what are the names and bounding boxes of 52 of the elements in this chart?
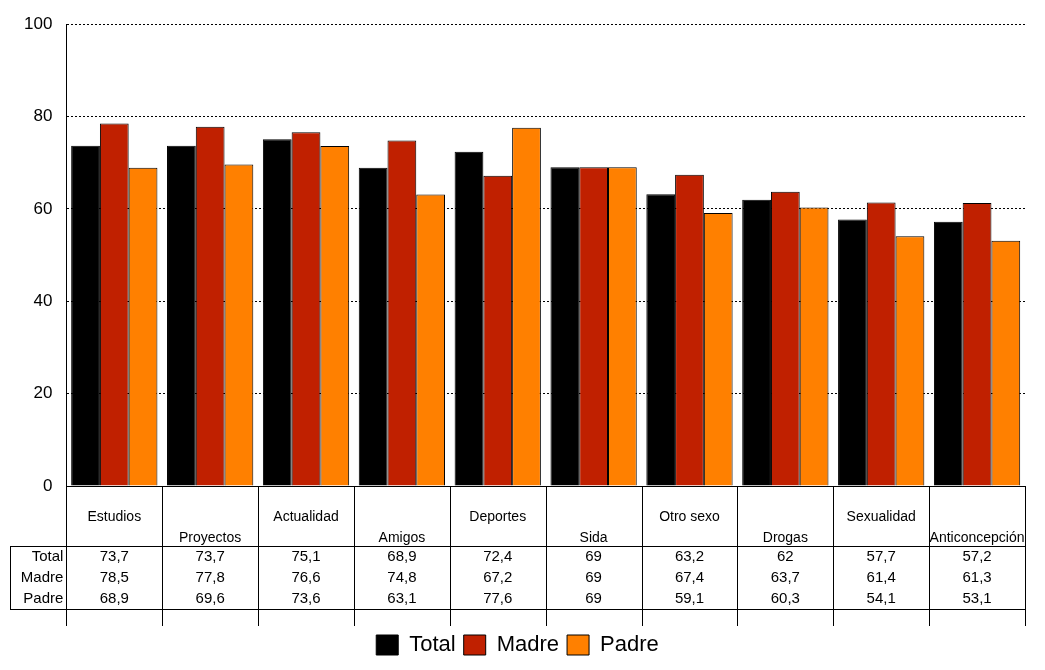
data-label: 73,6 — [291, 588, 321, 606]
data-label: 67,4 — [674, 567, 705, 585]
data-label: 69 — [585, 546, 602, 564]
data-label: 72,4 — [483, 546, 513, 564]
data-label: 63,7 — [770, 567, 800, 585]
x-tick-label: Deportes — [469, 507, 527, 524]
text: Padre — [23, 588, 64, 606]
y-tick-label: 100 — [23, 13, 53, 33]
data-label: 77,6 — [483, 588, 513, 606]
y-tick-label: 40 — [33, 290, 53, 310]
legend-label: Madre — [496, 631, 560, 657]
data-label: 57,2 — [962, 546, 992, 564]
data-label: 69 — [585, 567, 602, 585]
data-label: 59,1 — [674, 588, 705, 606]
data-label: 73,7 — [99, 546, 129, 564]
data-label: 75,1 — [291, 546, 321, 564]
x-tick-label: Otro sexo — [659, 507, 721, 524]
data-label: 74,8 — [387, 567, 417, 585]
data-label: 69 — [585, 588, 602, 606]
x-tick-label: Sexualidad — [846, 507, 916, 524]
data-label: 63,2 — [674, 546, 705, 564]
data-label: 63,1 — [387, 588, 417, 606]
x-tick-label: Actualidad — [273, 507, 339, 524]
data-label: 54,1 — [866, 588, 896, 606]
data-label: 76,6 — [291, 567, 321, 585]
data-label: 60,3 — [770, 588, 800, 606]
x-tick-label: Drogas — [762, 528, 808, 545]
data-label: 53,1 — [962, 588, 992, 606]
data-label: 61,4 — [866, 567, 896, 585]
x-tick-label: Anticoncepción — [929, 528, 1025, 545]
y-tick-label: 60 — [33, 198, 53, 218]
x-tick-label: Estudios — [87, 507, 142, 524]
text: Madre — [20, 567, 64, 585]
data-label: 78,5 — [99, 567, 129, 585]
data-label: 67,2 — [483, 567, 513, 585]
legend-label: Padre — [600, 631, 659, 657]
data-label: 62 — [777, 546, 794, 564]
data-label: 68,9 — [387, 546, 417, 564]
data-label: 68,9 — [99, 588, 129, 606]
x-tick-label: Sida — [579, 528, 608, 545]
legend-label: Total — [409, 631, 456, 657]
y-tick-label: 20 — [33, 383, 53, 403]
text: Total — [31, 546, 64, 564]
y-tick-label: 80 — [33, 106, 53, 126]
data-label: 73,7 — [195, 546, 225, 564]
data-label: 57,7 — [866, 546, 896, 564]
data-label: 77,8 — [195, 567, 225, 585]
data-label: 69,6 — [195, 588, 225, 606]
y-tick-label: 0 — [42, 475, 53, 495]
x-tick-label: Amigos — [378, 528, 426, 545]
x-tick-label: Proyectos — [179, 528, 242, 545]
data-label: 61,3 — [962, 567, 992, 585]
